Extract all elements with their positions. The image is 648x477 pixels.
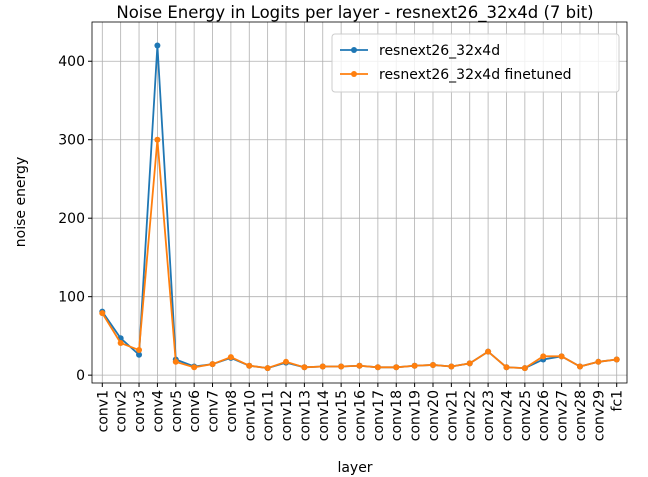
- x-tick-label: fc1: [610, 390, 626, 412]
- x-tick-label: conv19: [408, 390, 424, 441]
- point: [595, 358, 602, 365]
- x-axis-label: layer: [337, 460, 372, 476]
- point: [558, 353, 565, 360]
- y-tick-label: 0: [76, 368, 85, 384]
- y-tick-label: 400: [58, 54, 85, 70]
- plot-frame: [91, 21, 628, 384]
- point: [429, 361, 436, 368]
- x-tick-label: conv25: [518, 390, 534, 441]
- x-tick-label: conv15: [334, 390, 350, 441]
- point: [246, 362, 253, 369]
- point: [117, 339, 124, 346]
- x-tick-label: conv23: [481, 390, 497, 441]
- x-tick-label: conv27: [555, 390, 571, 441]
- point: [485, 348, 492, 355]
- point: [521, 365, 528, 372]
- point: [283, 358, 290, 365]
- y-tick-label: 200: [58, 211, 85, 227]
- point: [411, 362, 418, 369]
- point: [466, 360, 473, 367]
- x-tick-label: conv28: [573, 390, 589, 441]
- x-tick-label: conv11: [261, 390, 277, 441]
- x-tick-label: conv12: [279, 390, 295, 441]
- point: [448, 363, 455, 370]
- x-tick-label: conv26: [536, 390, 552, 441]
- legend: resnext26_32x4d resnext26_32x4d finetuned: [331, 33, 620, 93]
- point: [136, 347, 143, 354]
- x-tick-label: conv14: [316, 390, 332, 441]
- x-tick-label: conv24: [499, 390, 515, 441]
- legend-label: resnext26_32x4d: [379, 43, 500, 59]
- point: [540, 353, 547, 360]
- y-axis-label: noise energy: [13, 157, 29, 247]
- legend-label: resnext26_32x4d finetuned: [379, 67, 572, 83]
- point: [172, 358, 179, 365]
- point: [374, 364, 381, 371]
- y-tick-label: 300: [58, 133, 85, 149]
- point: [338, 363, 345, 370]
- x-tick-label: conv17: [371, 390, 387, 441]
- point: [99, 310, 106, 317]
- point: [154, 42, 161, 49]
- x-tick-label: conv1: [95, 390, 111, 432]
- x-tick-label: conv18: [389, 390, 405, 441]
- chart-title: Noise Energy in Logits per layer - resne…: [116, 3, 593, 23]
- point: [209, 361, 216, 368]
- point: [503, 364, 510, 371]
- point: [393, 364, 400, 371]
- x-tick-label: conv5: [169, 390, 185, 432]
- x-tick-label: conv21: [444, 390, 460, 441]
- legend-marker: [351, 47, 357, 53]
- x-tick-label: conv7: [206, 390, 222, 432]
- x-tick-label: conv22: [463, 390, 479, 441]
- point: [191, 364, 198, 371]
- y-tick-label: 100: [58, 290, 85, 306]
- x-tick-label: conv29: [591, 390, 607, 441]
- x-tick-label: conv3: [132, 390, 148, 432]
- x-tick-label: conv6: [187, 390, 203, 432]
- x-tick-label: conv16: [353, 390, 369, 441]
- point: [576, 363, 583, 370]
- legend-marker: [351, 71, 357, 77]
- point: [301, 364, 308, 371]
- x-tick-label: conv8: [224, 390, 240, 432]
- x-tick-label: conv20: [426, 390, 442, 441]
- point: [154, 136, 161, 143]
- point: [613, 356, 620, 363]
- point: [264, 365, 271, 372]
- legend-box: [331, 33, 620, 93]
- point: [319, 363, 326, 370]
- point: [136, 351, 143, 358]
- x-tick-label: conv2: [114, 390, 130, 432]
- point: [356, 362, 363, 369]
- x-tick-label: conv10: [242, 390, 258, 441]
- point: [227, 354, 234, 361]
- x-tick-label: conv4: [150, 390, 166, 432]
- x-tick-label: conv13: [297, 390, 313, 441]
